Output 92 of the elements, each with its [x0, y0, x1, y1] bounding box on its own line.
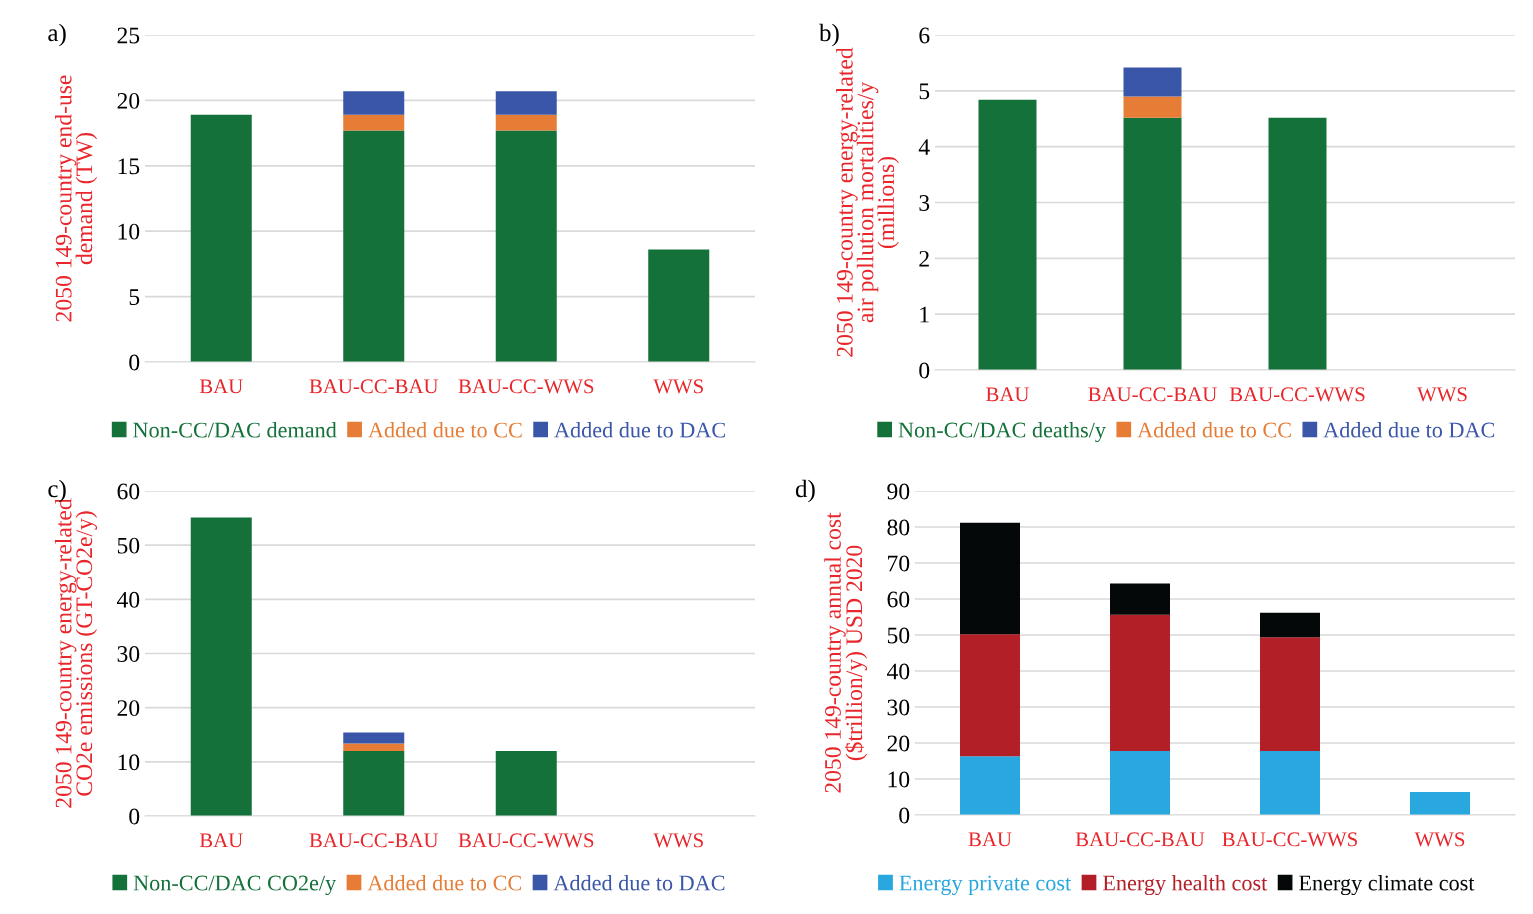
chart-title: a) — [48, 23, 66, 47]
y-tick-label: 20 — [117, 92, 140, 109]
x-tick-label: BAU-CC-WWS — [458, 379, 594, 394]
y-tick-label: 6 — [919, 27, 930, 44]
bar — [960, 634, 1020, 757]
bar — [343, 114, 405, 131]
bar — [343, 130, 405, 362]
bar — [190, 114, 252, 362]
bar — [1410, 791, 1470, 815]
y-tick-label: 5 — [919, 83, 930, 100]
bar — [1123, 117, 1182, 370]
x-tick-label: BAU — [199, 379, 243, 394]
legend-label: Energy climate cost — [1299, 874, 1475, 896]
bar — [1260, 612, 1320, 638]
x-tick-label: BAU-CC-BAU — [1075, 832, 1205, 847]
x-tick-label: BAU — [199, 833, 243, 848]
legend-label: Added due to CC — [368, 421, 522, 438]
y-axis-title: 2050 149-country energy-related air pollution mortalities/y (millions) — [836, 47, 899, 357]
bar — [1260, 637, 1320, 751]
y-tick-label: 30 — [887, 699, 910, 716]
y-tick-label: 2 — [919, 250, 929, 267]
x-tick-label: BAU-CC-BAU — [1088, 387, 1217, 402]
y-tick-label: 40 — [886, 663, 910, 680]
x-tick-label: WWS — [653, 379, 703, 394]
bar — [495, 751, 557, 816]
y-tick-label: 1 — [920, 306, 929, 323]
y-tick-label: 20 — [117, 700, 140, 717]
bar — [495, 130, 557, 362]
y-tick-label: 60 — [117, 483, 140, 500]
legend-label: Added due to DAC — [554, 421, 725, 438]
bar — [343, 732, 405, 744]
y-tick-label: 90 — [887, 483, 910, 500]
bar — [960, 756, 1020, 815]
bar — [190, 517, 252, 816]
x-tick-label: BAU-CC-BAU — [309, 833, 439, 848]
y-tick-label: 4 — [918, 139, 930, 155]
y-tick-label: 15 — [118, 158, 140, 175]
bar — [343, 743, 405, 751]
y-tick-label: 25 — [117, 27, 140, 44]
y-axis-title: 2050 149-country end-use demand (TW) — [55, 75, 98, 322]
legend-label: Added due to DAC — [1323, 421, 1495, 438]
y-tick-label: 70 — [888, 555, 910, 572]
bar — [495, 114, 557, 131]
bar — [343, 91, 405, 115]
bar — [1260, 750, 1320, 815]
x-tick-label: BAU-CC-WWS — [1222, 832, 1357, 847]
bar — [495, 91, 557, 115]
bar — [1123, 96, 1182, 118]
y-tick-label: 20 — [887, 735, 910, 752]
bar — [648, 249, 710, 362]
y-tick-label: 5 — [129, 289, 140, 306]
legend-label: Energy private cost — [899, 875, 1072, 896]
y-tick-label: 0 — [919, 362, 930, 379]
bar — [343, 751, 405, 816]
legend-label: Added due to CC — [367, 874, 522, 891]
y-tick-label: 50 — [117, 537, 140, 554]
y-tick-label: 0 — [129, 354, 140, 371]
legend-label: Added due to CC — [1137, 421, 1291, 438]
y-tick-label: 0 — [129, 808, 140, 825]
legend-label: Energy health cost — [1102, 874, 1268, 896]
x-tick-label: BAU-CC-WWS — [1229, 387, 1365, 402]
x-tick-label: WWS — [1414, 832, 1465, 847]
y-tick-label: 30 — [117, 645, 140, 662]
legend-label: Non-CC/DAC demand — [133, 421, 337, 438]
x-tick-label: WWS — [1417, 387, 1467, 402]
y-tick-label: 10 — [118, 754, 140, 771]
legend-label: Added due to DAC — [553, 874, 725, 891]
y-tick-label: 80 — [887, 519, 910, 536]
y-axis-title: 2050 149-country annual cost ($trillion/y) USD 2020 — [824, 512, 868, 793]
x-tick-label: BAU-CC-WWS — [458, 833, 594, 848]
chart-title: b) — [819, 23, 839, 47]
x-tick-label: WWS — [653, 833, 703, 848]
bar — [1110, 614, 1170, 751]
bar — [978, 99, 1037, 370]
y-tick-label: 3 — [919, 195, 930, 211]
bar — [1110, 750, 1170, 815]
legend-label: Non-CC/DAC deaths/y — [898, 421, 1106, 443]
bar — [960, 522, 1020, 635]
legend-label: Non-CC/DAC CO2e/y — [133, 875, 337, 896]
chart-title: d) — [795, 479, 815, 503]
y-tick-label: 0 — [899, 807, 910, 824]
x-tick-label: BAU — [986, 387, 1030, 402]
bar — [1123, 67, 1182, 97]
y-tick-label: 40 — [116, 591, 140, 608]
bar — [1110, 583, 1170, 615]
y-tick-label: 50 — [887, 627, 910, 644]
y-tick-label: 60 — [887, 591, 910, 608]
x-tick-label: BAU — [968, 832, 1012, 847]
bar — [1268, 117, 1327, 370]
x-tick-label: BAU-CC-BAU — [309, 379, 439, 394]
y-tick-label: 10 — [888, 771, 910, 788]
y-tick-label: 10 — [118, 223, 140, 240]
